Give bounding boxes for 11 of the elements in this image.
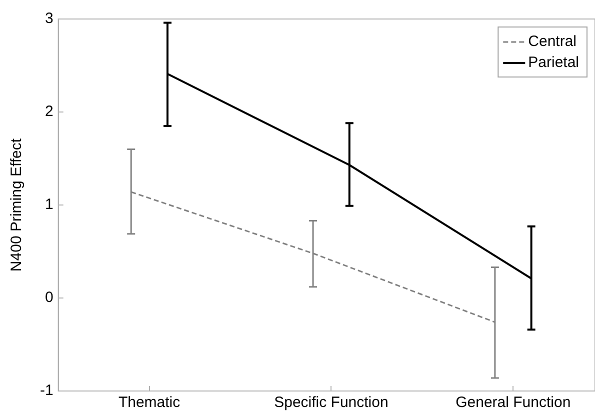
y-tick-label: 2 xyxy=(44,103,54,120)
x-tick-label: Specific Function xyxy=(274,394,388,412)
y-axis-title: N400 Priming Effect xyxy=(8,138,26,272)
legend-label: Parietal xyxy=(528,54,579,72)
y-tick-label: 3 xyxy=(44,10,54,28)
x-tick-label: General Function xyxy=(456,394,571,412)
y-tick-label: -1 xyxy=(40,382,54,400)
y-tick-label: 1 xyxy=(44,196,54,214)
legend-label: Central xyxy=(528,33,576,50)
x-tick-label: Thematic xyxy=(118,394,181,412)
y-tick-label: 0 xyxy=(44,289,54,306)
